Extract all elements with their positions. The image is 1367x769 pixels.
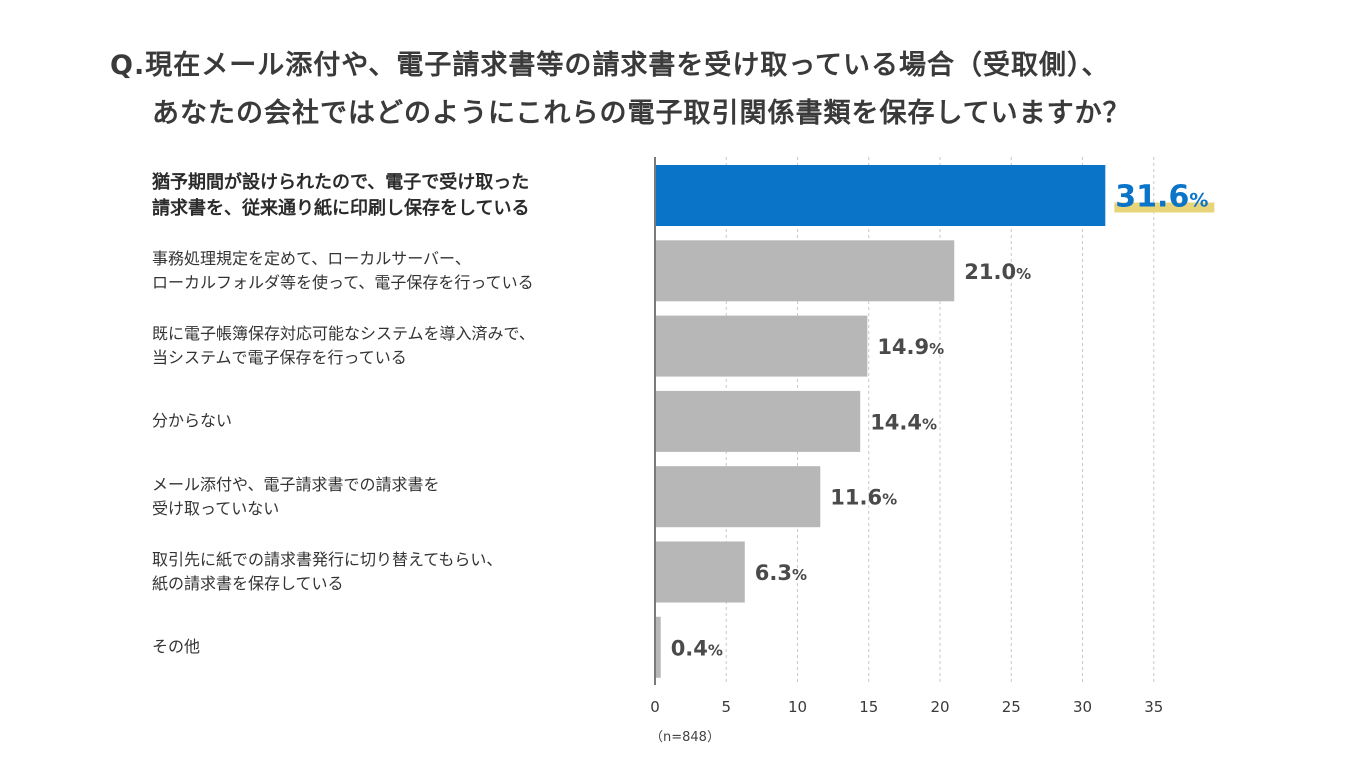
value-unit: % (1016, 265, 1031, 283)
x-tick-label-30: 30 (1073, 698, 1092, 716)
title-line-2: あなたの会社ではどのようにこれらの電子取引関係書類を保存していますか？ (152, 98, 1131, 129)
category-label-6: 取引先に紙での請求書発行に切り替えてもらい、 紙の請求書を保存している (152, 550, 503, 593)
title-line-1: Q.現在メール添付や、電子請求書等の請求書を受け取っている場合（受取側）、 (110, 50, 1110, 81)
x-tick-label-20: 20 (930, 698, 949, 716)
category-label-4: 分からない (152, 411, 233, 431)
value-label-1: 31.6% (1115, 180, 1208, 215)
category-label-5: メール添付や、電子請求書での請求書を 受け取っていない (152, 474, 440, 518)
x-tick-label-10: 10 (788, 698, 807, 716)
value-label-3: 14.9% (877, 335, 944, 359)
x-tick-label-25: 25 (1002, 698, 1021, 716)
bar-1 (655, 165, 1106, 226)
sample-size-note: （n=848） (650, 730, 720, 745)
x-tick-label-35: 35 (1144, 698, 1163, 716)
x-tick-label-0: 0 (650, 698, 660, 716)
value-unit: % (929, 340, 944, 358)
value-unit: % (1189, 190, 1208, 212)
category-label-2: 事務処理規定を定めて、ローカルサーバー、 ローカルフォルダ等を使って、電子保存を… (152, 248, 534, 292)
value-unit: % (708, 641, 723, 659)
value-unit: % (922, 415, 937, 433)
bar-7 (655, 616, 661, 678)
value-label-2: 21.0% (964, 260, 1031, 284)
x-tick-label-15: 15 (859, 698, 878, 716)
category-label-1: 猶予期間が設けられたので、電子で受け取った 請求書を、従来通り紙に印刷し保存をし… (152, 171, 530, 219)
bar-5 (655, 466, 821, 528)
value-label-6: 6.3% (755, 561, 807, 585)
highlight-underline (1114, 202, 1215, 213)
value-label-7: 0.4% (671, 636, 723, 660)
category-label-3: 既に電子帳簿保存対応可能なシステムを導入済みで、 当システムで電子保存を行ってい… (152, 324, 535, 368)
value-unit: % (792, 566, 807, 584)
chart-title: Q.現在メール添付や、電子請求書等の請求書を受け取っている場合（受取側）、 あな… (110, 42, 1131, 138)
value-label-5: 11.6% (830, 486, 897, 510)
bar-4 (655, 390, 861, 452)
x-tick-label-5: 5 (721, 698, 731, 716)
value-label-4: 14.4% (870, 410, 937, 434)
bar-3 (655, 315, 868, 377)
bar-2 (655, 240, 955, 302)
value-unit: % (882, 491, 897, 509)
bar-6 (655, 541, 745, 603)
category-label-7: その他 (152, 637, 201, 657)
